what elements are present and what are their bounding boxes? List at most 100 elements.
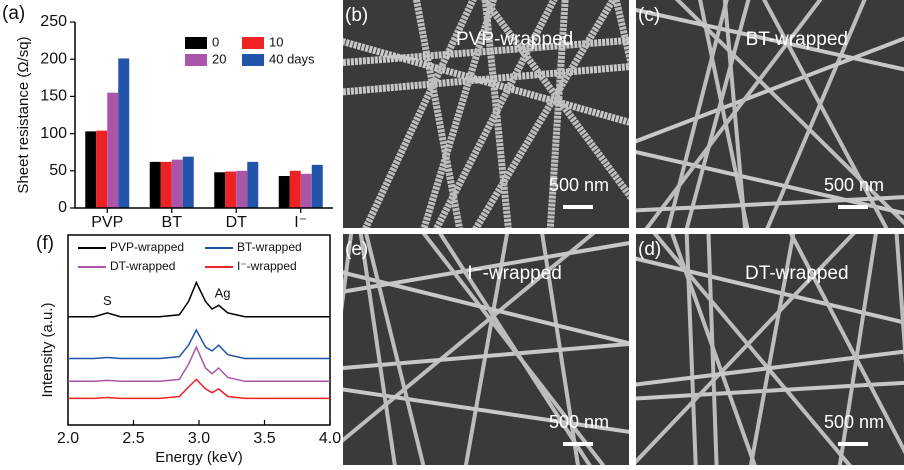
nanowire [358, 234, 397, 465]
x-tick-label: 3.5 [253, 430, 275, 447]
nanowire [684, 0, 751, 228]
nanowire [706, 234, 719, 465]
y-tick-label: 0 [58, 199, 67, 216]
bar [289, 170, 301, 208]
nanowire [412, 0, 464, 228]
image-caption: BT-wrapped [746, 29, 848, 50]
scale-bar-label: 500 nm [824, 175, 884, 195]
bar [160, 161, 172, 208]
scale-bar [838, 442, 868, 446]
nanowire [612, 0, 629, 70]
spectrum-line [68, 345, 330, 383]
nanowire [364, 234, 426, 465]
nanowire [480, 0, 629, 201]
scale-bar-label: 500 nm [549, 175, 609, 195]
sem-image [343, 234, 629, 465]
nanowire [463, 234, 510, 465]
nanowire [361, 0, 477, 228]
bar [149, 161, 161, 208]
legend-label: BT-wrapped [237, 240, 302, 254]
nanowire [636, 7, 904, 72]
nanowire [894, 234, 904, 364]
nanowire [636, 256, 904, 325]
annotation: S [103, 293, 112, 308]
bar [171, 159, 183, 208]
nanowire [748, 234, 796, 465]
legend-swatch [242, 37, 264, 49]
bar [182, 156, 194, 208]
nanowire [343, 63, 629, 96]
panel-label: (d) [638, 239, 661, 260]
image-caption: I⁻-wrapped [467, 263, 562, 284]
nanowire [788, 234, 904, 455]
legend-label: 0 [212, 34, 219, 49]
nanowire [343, 387, 629, 434]
x-tick-label: 2.5 [122, 430, 144, 447]
y-tick-label: 200 [40, 50, 67, 67]
bar [96, 130, 108, 208]
panel-label: (a) [2, 3, 25, 24]
panel-label: (b) [345, 5, 368, 26]
y-tick-label: 50 [49, 162, 67, 179]
nanowire [762, 0, 889, 228]
nanowire [343, 234, 596, 443]
x-axis-label: Energy (keV) [155, 449, 243, 465]
nanowire [666, 0, 729, 228]
bar [118, 58, 130, 209]
x-tick-label: BT [162, 214, 183, 231]
axis-frame [74, 22, 333, 209]
sem-image [636, 234, 904, 465]
annotation: Ag [215, 285, 231, 300]
x-tick-label: I⁻ [294, 214, 307, 231]
nanowire [837, 234, 878, 465]
nanowire [652, 234, 852, 465]
bar [247, 161, 259, 208]
legend-swatch [185, 37, 207, 49]
nanowire [636, 349, 904, 387]
nanowire [636, 195, 904, 213]
image-caption: PVP-wrapped [456, 29, 573, 50]
nanowire [636, 234, 856, 465]
bar [236, 170, 248, 208]
nanowire [343, 36, 629, 66]
nanowire [644, 0, 823, 228]
x-tick-label: 3.0 [188, 430, 210, 447]
legend-label: DT-wrapped [110, 259, 175, 273]
legend-label: 10 [269, 34, 283, 49]
nanowire [636, 36, 904, 144]
nanowire [546, 0, 569, 228]
scale-bar [563, 205, 593, 209]
legend-label: 20 [212, 51, 226, 66]
x-tick-label: PVP [91, 214, 123, 231]
x-tick-label: 2.0 [57, 430, 79, 447]
spectrum-line [68, 328, 330, 360]
panel-label: (f) [36, 233, 54, 254]
y-axis-label: Intensity (a.u.) [39, 302, 56, 397]
y-axis-label: Sheet resistance (Ω/sq) [15, 36, 32, 193]
sem-image [636, 0, 904, 228]
nanowire [343, 234, 354, 313]
x-tick-label: DT [226, 214, 248, 231]
legend-swatch [242, 54, 264, 66]
y-tick-label: 250 [40, 13, 67, 30]
legend-label: I⁻-wrapped [237, 259, 297, 273]
legend-label: PVP-wrapped [110, 240, 184, 254]
nanowire [472, 0, 617, 228]
scale-bar [838, 205, 868, 209]
bar [300, 173, 312, 208]
scale-bar [563, 442, 593, 446]
nanowire [636, 380, 904, 401]
sem-image [343, 0, 629, 228]
spectrum-line [68, 378, 330, 400]
bar [278, 176, 290, 208]
nanowire [438, 234, 592, 465]
bar [311, 164, 323, 208]
scale-bar-label: 500 nm [824, 412, 884, 432]
nanowire [343, 38, 629, 126]
bar [107, 92, 119, 208]
bar [214, 172, 226, 208]
nanowire [684, 234, 698, 465]
y-tick-label: 150 [40, 88, 67, 105]
legend-swatch [185, 54, 207, 66]
